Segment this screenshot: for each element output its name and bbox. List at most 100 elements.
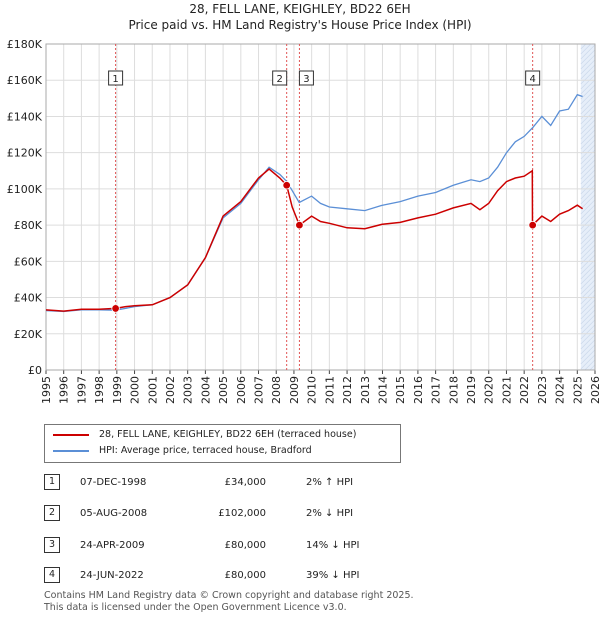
forecast-hatch (580, 274, 596, 290)
forecast-hatch (580, 314, 596, 330)
x-tick-label: 2010 (306, 376, 319, 404)
x-tick-label: 2002 (164, 376, 177, 404)
price-chart: £0 £20K £40K £60K £80K £100K £120K £140K £160K £1… (7, 38, 600, 404)
sale-badge-label: 1 (112, 74, 118, 85)
sale-hpi-diff: 14% ↓ HPI (306, 540, 360, 551)
sale-date: 24-APR-2009 (80, 540, 145, 551)
sale-badge (108, 70, 124, 86)
sale-hpi-diff: 2% ↑ HPI (306, 477, 354, 488)
forecast-hatch (580, 279, 596, 295)
forecast-hatch (580, 229, 596, 245)
sale-hpi-diff: 2% ↓ HPI (306, 508, 354, 519)
footer-copyright: Contains HM Land Registry data © Crown c… (44, 590, 414, 601)
forecast-hatch (580, 154, 596, 170)
x-tick-label: 2018 (447, 376, 460, 404)
x-tick-label: 2011 (323, 376, 336, 404)
legend-swatch-property (53, 433, 89, 436)
x-tick-label: 2001 (146, 376, 159, 404)
y-tick-label: £180K (7, 38, 43, 51)
sale-date: 07-DEC-1998 (80, 477, 147, 488)
forecast-hatch (580, 329, 596, 345)
table-row: 4 24-JUN-2022 £80,000 39% ↓ HPI (44, 567, 384, 585)
forecast-hatch (580, 124, 596, 140)
forecast-hatch (580, 43, 587, 50)
x-tick-label: 2009 (288, 376, 301, 404)
legend-item-hpi: HPI: Average price, terraced house, Brad… (53, 443, 312, 459)
sale-point (528, 220, 537, 230)
forecast-hatch (580, 43, 592, 55)
y-tick-label: £160K (7, 74, 43, 87)
forecast-hatch (580, 64, 596, 80)
y-tick-label: £0 (28, 364, 42, 377)
x-tick-label: 2008 (270, 376, 283, 404)
x-tick-label: 2024 (554, 376, 567, 404)
forecast-hatch (580, 224, 596, 240)
x-tick-label: 2016 (412, 376, 425, 404)
forecast-hatch (580, 69, 596, 85)
forecast-hatch (580, 354, 596, 370)
forecast-hatch (584, 359, 596, 371)
legend-label-hpi: HPI: Average price, terraced house, Brad… (99, 445, 312, 456)
x-tick-label: 2022 (518, 376, 531, 404)
forecast-hatch (580, 184, 596, 200)
forecast-hatch (580, 309, 596, 325)
sale-badge (525, 70, 541, 86)
forecast-hatch (580, 119, 596, 135)
x-tick-label: 2015 (394, 376, 407, 404)
forecast-hatch (580, 334, 596, 350)
forecast-hatch (580, 134, 596, 150)
sale-badge (298, 70, 314, 86)
forecast-hatch (580, 159, 596, 175)
sale-badge-label: 4 (529, 74, 535, 85)
x-tick-label: 2021 (500, 376, 513, 404)
forecast-hatch (580, 99, 596, 115)
forecast-hatch (580, 84, 596, 100)
forecast-hatch (580, 254, 596, 270)
y-tick-label: £100K (7, 183, 43, 196)
y-tick-label: £80K (14, 219, 43, 232)
y-tick-label: £140K (7, 110, 43, 123)
x-tick-label: 2004 (199, 376, 212, 404)
forecast-hatch (580, 299, 596, 315)
sale-number-badge: 4 (44, 567, 60, 583)
forecast-hatch (589, 364, 596, 371)
sale-badge (272, 70, 288, 86)
forecast-hatch (580, 234, 596, 250)
forecast-hatch (580, 214, 596, 230)
forecast-hatch (580, 339, 596, 355)
forecast-hatch (580, 199, 596, 215)
sale-badge-label: 3 (303, 74, 309, 85)
x-tick-label: 2003 (182, 376, 195, 404)
x-tick-label: 1995 (40, 376, 53, 404)
forecast-hatch (580, 174, 596, 190)
forecast-hatch (580, 189, 596, 205)
forecast-hatch (580, 144, 596, 160)
y-tick-label: £20K (14, 328, 43, 341)
forecast-hatch (580, 269, 596, 285)
forecast-hatch (580, 209, 596, 225)
sale-point (111, 304, 120, 313)
x-tick-label: 2025 (571, 376, 584, 404)
chart-title: 28, FELL LANE, KEIGHLEY, BD22 6EH (189, 2, 411, 16)
legend-swatch-hpi (53, 449, 89, 452)
table-row: 3 24-APR-2009 £80,000 14% ↓ HPI (44, 537, 384, 555)
x-tick-label: 2014 (376, 376, 389, 404)
x-tick-label: 1998 (93, 376, 106, 404)
forecast-hatch (580, 284, 596, 300)
sale-price: £80,000 (224, 570, 266, 581)
forecast-hatch (580, 319, 596, 335)
plot-frame (45, 43, 596, 371)
sale-price: £34,000 (224, 477, 266, 488)
sale-badge-label: 2 (276, 74, 282, 85)
forecast-hatch (580, 114, 596, 130)
forecast-hatch (580, 244, 596, 260)
plot-area (46, 44, 595, 370)
y-tick-label: £60K (14, 255, 43, 268)
x-tick-label: 2019 (465, 376, 478, 404)
x-tick-label: 2005 (217, 376, 230, 404)
sale-number-badge: 3 (44, 537, 60, 553)
forecast-hatch (580, 204, 596, 220)
forecast-hatch (580, 94, 596, 110)
forecast-hatch (580, 129, 596, 145)
x-tick-label: 2006 (235, 376, 248, 404)
